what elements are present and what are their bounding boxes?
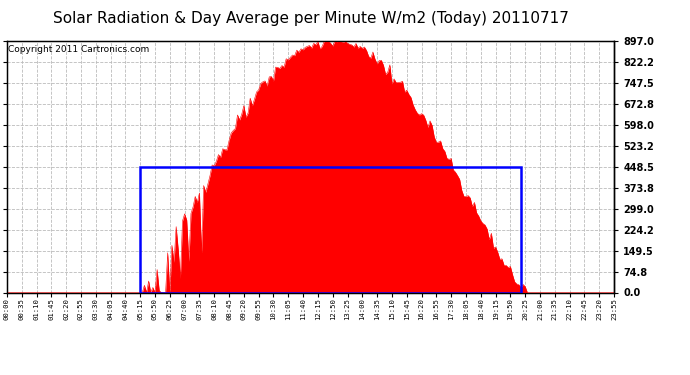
Bar (140, 167, 521, 292)
Text: Solar Radiation & Day Average per Minute W/m2 (Today) 20110717: Solar Radiation & Day Average per Minute… (52, 11, 569, 26)
Text: Copyright 2011 Cartronics.com: Copyright 2011 Cartronics.com (8, 45, 149, 54)
